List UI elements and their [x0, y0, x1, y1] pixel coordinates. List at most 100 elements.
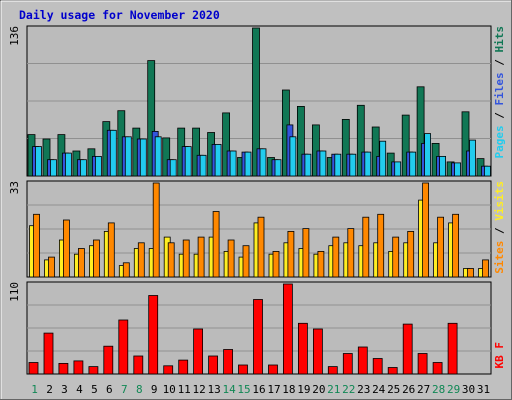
bar-pages-day-30: [469, 139, 476, 177]
bar-pages-day-18: [289, 136, 297, 177]
bar-kb-f-day-11: [178, 359, 189, 375]
bar-hits-day-12: [192, 127, 201, 177]
bar-sites-day-12: [197, 236, 205, 278]
bar-kb-f-day-21: [327, 366, 338, 375]
bar-kb-f-day-5: [88, 366, 99, 375]
bar-sites-day-31: [482, 259, 489, 278]
x-tick-label-day-5: 5: [91, 383, 98, 396]
bar-hits-day-24: [371, 126, 380, 177]
bar-sites-day-25: [392, 236, 400, 278]
bar-sites-day-1: [33, 213, 40, 278]
bar-pages-day-12: [199, 154, 207, 177]
bar-sites-day-16: [257, 216, 265, 278]
bar-sites-day-7: [122, 262, 130, 278]
legend-entry: Sites: [493, 241, 506, 274]
panel-hits_files_pages: 136: [8, 25, 492, 177]
chart-title: Daily usage for November 2020: [19, 8, 220, 22]
bar-sites-day-3: [63, 219, 70, 278]
x-tick-label-day-3: 3: [61, 383, 68, 396]
bar-kb-f-day-2: [43, 332, 54, 375]
bar-sites-day-11: [182, 239, 190, 278]
bar-kb-f-day-17: [268, 364, 278, 375]
bar-hits-day-16: [252, 27, 260, 177]
x-tick-label-day-19: 19: [297, 383, 310, 396]
bar-kb-f-day-13: [208, 355, 219, 375]
x-tick-label-day-26: 26: [402, 383, 415, 396]
bar-sites-day-29: [452, 213, 460, 278]
bar-pages-day-25: [394, 161, 402, 177]
legend-entry: Files: [493, 72, 506, 105]
bar-kb-f-day-23: [357, 346, 368, 375]
x-tick-label-day-9: 9: [151, 383, 158, 396]
legend-entry: Visits: [493, 181, 506, 221]
bar-sites-day-30: [467, 268, 474, 278]
bar-kb-f-day-8: [133, 355, 144, 375]
bar-sites-day-22: [347, 228, 355, 278]
bar-kb-f-day-15: [238, 364, 248, 375]
panel-visits_sites: 33: [8, 180, 492, 278]
bar-sites-day-17: [272, 250, 280, 278]
bar-kb-f-day-20: [312, 328, 323, 375]
bar-kb-f-day-7: [118, 319, 129, 375]
bar-sites-day-20: [317, 250, 325, 278]
bar-hits-day-9: [147, 60, 156, 177]
bar-kb-f-day-19: [297, 322, 308, 375]
x-tick-label-day-1: 1: [31, 383, 38, 396]
x-tick-label-day-23: 23: [357, 383, 370, 396]
x-tick-label-day-10: 10: [163, 383, 176, 396]
bar-pages-day-23: [364, 151, 372, 177]
bar-kb-f-day-28: [432, 362, 443, 375]
x-tick-label-day-28: 28: [432, 383, 445, 396]
bar-sites-day-6: [107, 222, 115, 278]
x-tick-label-day-20: 20: [312, 383, 325, 396]
bar-pages-day-31: [484, 165, 491, 177]
bar-pages-day-28: [439, 155, 447, 177]
panel-kbytes: 110: [8, 281, 492, 375]
bar-sites-day-8: [137, 242, 145, 278]
y-tick-label: 33: [8, 181, 21, 194]
bar-sites-day-4: [78, 248, 85, 278]
bar-kb-f-day-29: [447, 322, 458, 375]
bar-sites-day-2: [48, 256, 55, 278]
x-tick-label-day-7: 7: [121, 383, 128, 396]
bar-pages-day-16: [259, 148, 267, 177]
x-tick-label-day-13: 13: [207, 383, 220, 396]
bar-pages-day-9: [154, 136, 162, 177]
legends: Pages / Files / Hits Sites / Visits KB F: [493, 26, 506, 369]
bar-sites-day-15: [242, 245, 250, 278]
bar-sites-day-5: [93, 239, 100, 278]
x-tick-label-day-24: 24: [372, 383, 386, 396]
bar-pages-day-6: [109, 129, 117, 177]
bar-sites-day-24: [377, 213, 385, 278]
bar-pages-day-13: [214, 143, 222, 177]
bar-sites-day-26: [407, 230, 415, 278]
bar-hits-day-14: [222, 112, 231, 177]
bar-pages-day-15: [244, 151, 252, 177]
bar-sites-day-23: [362, 216, 370, 278]
bar-kb-f-day-10: [163, 365, 174, 375]
bar-sites-day-9: [152, 182, 160, 278]
bar-hits-day-30: [461, 111, 470, 177]
bar-hits-day-26: [401, 114, 410, 177]
bar-kb-f-day-25: [387, 367, 398, 375]
x-tick-label-day-27: 27: [417, 383, 430, 396]
bar-kb-f-day-6: [103, 345, 114, 375]
bar-sites-day-21: [332, 236, 340, 278]
bar-hits-day-27: [416, 86, 425, 177]
x-tick-label-day-8: 8: [136, 383, 143, 396]
bar-pages-day-27: [424, 133, 432, 177]
bar-kb-f-day-4: [73, 360, 84, 375]
legend-visits_sites: Sites / Visits: [493, 181, 506, 274]
x-tick-label-day-15: 15: [237, 383, 250, 396]
bar-kb-f-day-1: [28, 362, 39, 375]
y-tick-label: 110: [8, 282, 21, 302]
bar-kb-f-day-27: [417, 353, 428, 375]
x-tick-label-day-18: 18: [282, 383, 295, 396]
bar-pages-day-2: [50, 159, 57, 177]
x-tick-label-day-30: 30: [462, 383, 475, 396]
bar-sites-day-13: [212, 211, 220, 278]
bar-kb-f-day-12: [193, 328, 204, 375]
bar-kb-f-day-16: [253, 299, 263, 375]
bar-kb-f-day-24: [372, 358, 383, 375]
